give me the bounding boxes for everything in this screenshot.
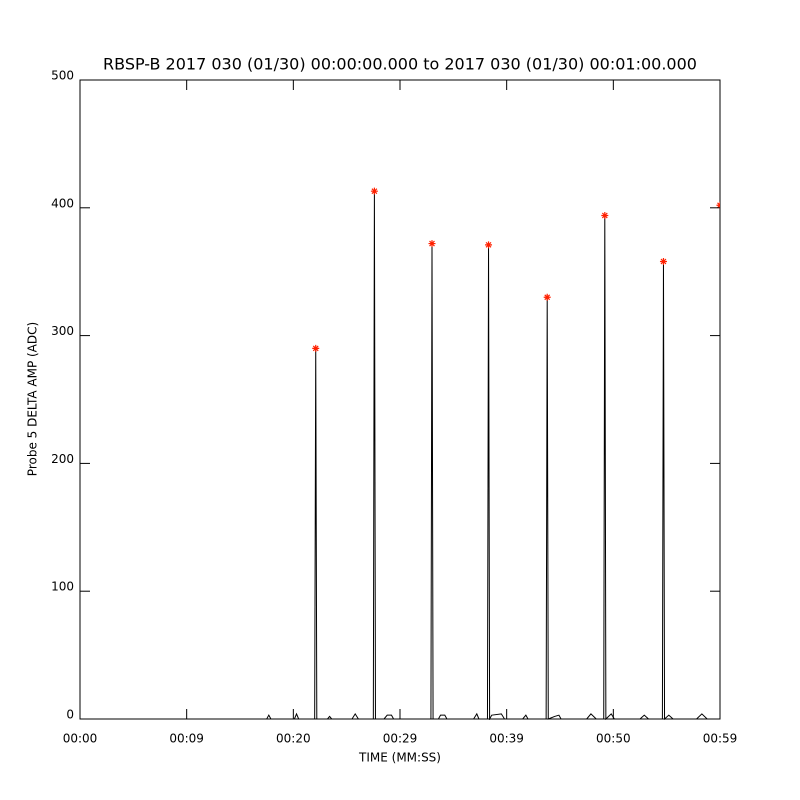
y-tick-label: 400 [51,196,74,210]
data-line [80,191,720,720]
x-tick-label: 00:39 [489,732,524,746]
y-tick-label: 500 [51,69,74,83]
x-tick-label: 00:00 [63,732,98,746]
peak-marker [543,293,551,301]
y-tick-label: 100 [51,580,74,594]
x-axis-label: TIME (MM:SS) [358,751,441,765]
x-tick-label: 00:50 [596,732,631,746]
chart-title: RBSP-B 2017 030 (01/30) 00:00:00.000 to … [103,55,697,74]
plot-area [80,187,720,720]
peak-marker [601,211,609,219]
x-tick-label: 00:29 [383,732,418,746]
y-tick-label: 0 [66,708,74,722]
x-tick-label: 00:09 [169,732,204,746]
peak-marker [312,344,320,352]
x-tick-label: 00:20 [276,732,311,746]
peak-marker [659,257,667,265]
y-tick-label: 300 [51,324,74,338]
x-tick-label: 00:59 [703,732,738,746]
y-axis-label: Probe 5 DELTA AMP (ADC) [26,322,40,476]
peak-marker [370,187,378,195]
y-tick-label: 200 [51,452,74,466]
peak-marker [428,240,436,248]
peak-marker [485,241,493,249]
